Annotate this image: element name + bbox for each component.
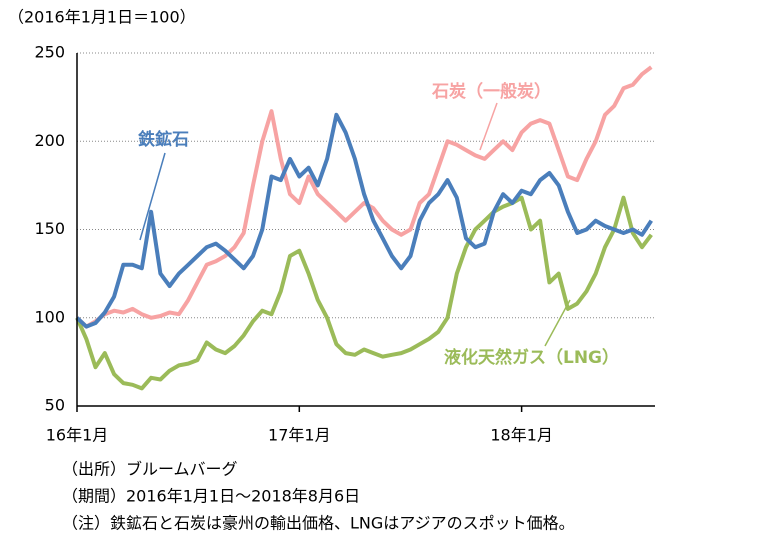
y-tick-label: 150 [34, 219, 65, 238]
x-tick-label: 17年1月 [268, 426, 331, 445]
x-tick-label: 16年1月 [46, 426, 109, 445]
note: （出所）ブルームバーグ [62, 460, 238, 479]
series-line [75, 65, 653, 329]
series-line [75, 195, 653, 391]
note: （期間）2016年1月1日～2018年8月6日 [62, 487, 360, 506]
series-line [75, 112, 653, 329]
leader-line [479, 102, 498, 151]
y-tick-label: 100 [34, 307, 65, 326]
leader-line [139, 152, 166, 241]
series-label: 液化天然ガス（LNG） [444, 347, 619, 368]
series-label: 鉄鉱石 [138, 129, 189, 150]
y-tick-label: 50 [45, 396, 65, 415]
y-tick-label: 250 [34, 43, 65, 62]
y-axis-label: （2016年1月1日＝100） [8, 8, 196, 27]
y-tick-label: 200 [34, 131, 65, 150]
x-tick-label: 18年1月 [490, 426, 553, 445]
series-label: 石炭（一般炭） [431, 81, 551, 102]
note: （注）鉄鉱石と石炭は豪州の輸出価格、LNGはアジアのスポット価格。 [62, 514, 575, 533]
